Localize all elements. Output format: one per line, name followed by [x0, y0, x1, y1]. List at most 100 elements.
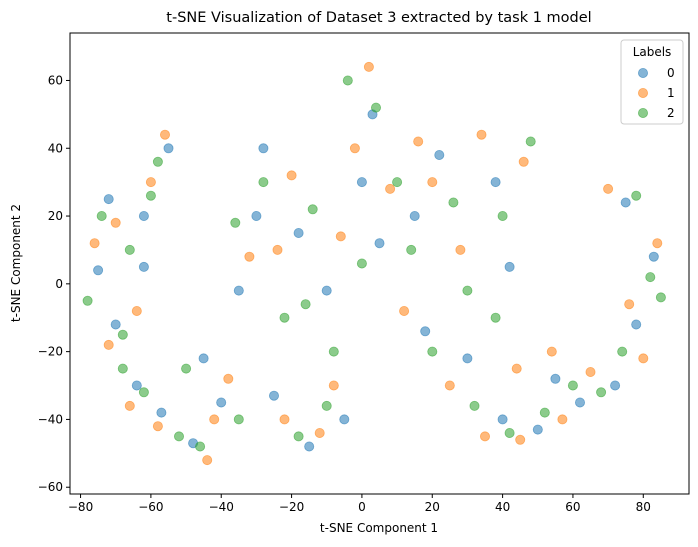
legend-title: Labels [633, 45, 672, 59]
scatter-point-label-2 [82, 295, 93, 306]
scatter-point-label-1 [152, 421, 163, 432]
scatter-point-label-0 [110, 319, 121, 330]
scatter-point-label-2 [258, 177, 269, 188]
x-tick-label: −80 [68, 500, 93, 514]
scatter-point-label-2 [645, 272, 656, 283]
scatter-point-label-0 [321, 285, 332, 296]
scatter-point-label-1 [124, 400, 135, 411]
legend-label-2: 2 [667, 106, 675, 120]
y-tick-label: 40 [48, 141, 63, 155]
scatter-point-label-2 [230, 217, 241, 228]
scatter-points [82, 61, 666, 466]
scatter-point-label-0 [620, 197, 631, 208]
plot-frame [69, 32, 690, 495]
scatter-point-label-2 [427, 346, 438, 357]
scatter-point-label-0 [293, 227, 304, 238]
scatter-point-label-2 [462, 285, 473, 296]
scatter-point-label-1 [557, 414, 568, 425]
scatter-point-label-1 [349, 143, 360, 154]
scatter-point-label-2 [152, 156, 163, 167]
scatter-point-label-2 [342, 75, 353, 86]
x-tick-label: −40 [209, 500, 234, 514]
scatter-point-label-2 [631, 190, 642, 201]
scatter-point-label-2 [293, 431, 304, 442]
scatter-point-label-1 [413, 136, 424, 147]
scatter-point-label-0 [163, 143, 174, 154]
scatter-point-label-0 [462, 353, 473, 364]
scatter-point-label-1 [314, 427, 325, 438]
legend-marker-0 [638, 68, 649, 79]
scatter-point-label-0 [268, 390, 279, 401]
scatter-point-label-2 [392, 177, 403, 188]
scatter-point-label-1 [110, 217, 121, 228]
scatter-point-label-2 [321, 400, 332, 411]
scatter-point-label-2 [596, 387, 607, 398]
scatter-point-label-1 [131, 305, 142, 316]
scatter-point-label-1 [546, 346, 557, 357]
scatter-point-label-1 [159, 129, 170, 140]
scatter-point-label-2 [490, 312, 501, 323]
scatter-point-label-2 [504, 427, 515, 438]
scatter-point-label-0 [103, 194, 114, 205]
scatter-point-label-1 [638, 353, 649, 364]
x-tick-label: 40 [495, 500, 510, 514]
chart-title: t-SNE Visualization of Dataset 3 extract… [166, 10, 591, 26]
scatter-point-label-2 [124, 244, 135, 255]
scatter-point-label-0 [504, 261, 515, 272]
scatter-point-label-1 [603, 183, 614, 194]
scatter-point-label-0 [233, 285, 244, 296]
scatter-point-label-1 [363, 61, 374, 72]
scatter-point-label-2 [233, 414, 244, 425]
scatter-point-label-2 [406, 244, 417, 255]
y-axis-ticks: −60 −40 −20 0 20 40 60 [38, 73, 70, 494]
scatter-point-label-2 [96, 210, 107, 221]
scatter-point-label-1 [427, 177, 438, 188]
x-axis-ticks: −80 −60 −40 −20 0 20 40 60 80 [68, 494, 651, 514]
scatter-point-label-0 [138, 210, 149, 221]
scatter-point-label-1 [455, 244, 466, 255]
scatter-point-label-2 [617, 346, 628, 357]
scatter-point-label-2 [525, 136, 536, 147]
scatter-point-label-2 [300, 299, 311, 310]
scatter-point-label-1 [515, 434, 526, 445]
scatter-point-label-0 [374, 238, 385, 249]
scatter-point-label-1 [209, 414, 220, 425]
scatter-point-label-1 [244, 251, 255, 262]
scatter-point-label-0 [648, 251, 659, 262]
x-tick-label: −60 [138, 500, 163, 514]
scatter-point-label-1 [335, 231, 346, 242]
scatter-point-label-2 [307, 204, 318, 215]
scatter-point-label-2 [138, 387, 149, 398]
scatter-point-label-1 [585, 366, 596, 377]
scatter-point-label-2 [567, 380, 578, 391]
scatter-point-label-1 [328, 380, 339, 391]
scatter-point-label-2 [117, 363, 128, 374]
scatter-point-label-2 [655, 292, 666, 303]
scatter-point-label-0 [631, 319, 642, 330]
scatter-point-label-2 [469, 400, 480, 411]
scatter-point-label-1 [624, 299, 635, 310]
scatter-point-label-0 [420, 326, 431, 337]
scatter-point-label-0 [610, 380, 621, 391]
scatter-point-label-2 [145, 190, 156, 201]
scatter-point-label-2 [279, 312, 290, 323]
scatter-point-label-2 [370, 102, 381, 113]
scatter-point-label-1 [103, 339, 114, 350]
scatter-point-label-0 [156, 407, 167, 418]
legend-entries: 0 1 2 [638, 66, 675, 120]
scatter-point-label-2 [539, 407, 550, 418]
y-tick-label: −20 [38, 345, 63, 359]
scatter-point-label-1 [511, 363, 522, 374]
scatter-point-label-2 [497, 210, 508, 221]
y-tick-label: −40 [38, 412, 63, 426]
x-tick-label: 60 [565, 500, 580, 514]
scatter-point-label-1 [652, 238, 663, 249]
scatter-point-label-1 [272, 244, 283, 255]
scatter-point-label-0 [356, 177, 367, 188]
legend-marker-2 [638, 108, 649, 119]
scatter-point-label-1 [518, 156, 529, 167]
x-tick-label: 0 [358, 500, 366, 514]
scatter-point-label-2 [328, 346, 339, 357]
scatter-point-label-2 [195, 441, 206, 452]
